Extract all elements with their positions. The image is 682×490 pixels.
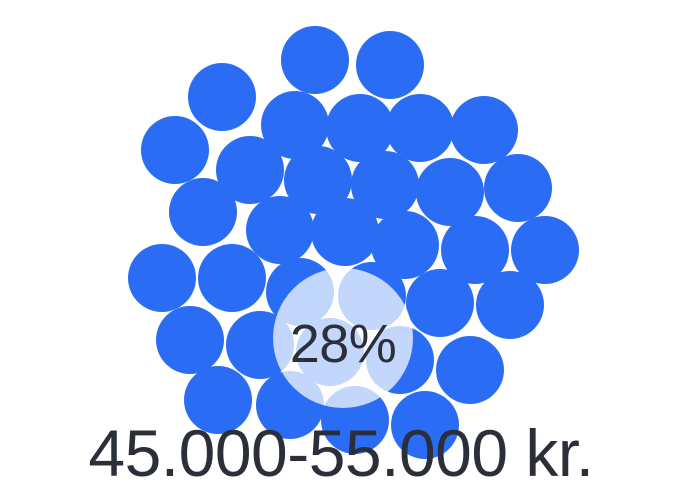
dot (484, 154, 552, 222)
dot (386, 94, 454, 162)
dot (476, 271, 544, 339)
salary-range-label: 45.000-55.000 kr. (0, 418, 682, 488)
dot (450, 96, 518, 164)
dot (311, 198, 379, 266)
dot (281, 26, 349, 94)
dot (188, 63, 256, 131)
percentage-label: 28% (258, 313, 428, 375)
dot (141, 116, 209, 184)
dot (356, 31, 424, 99)
dot (416, 158, 484, 226)
dot (198, 244, 266, 312)
dot (156, 306, 224, 374)
dot (436, 336, 504, 404)
dot (246, 196, 314, 264)
dot (169, 178, 237, 246)
dot (128, 244, 196, 312)
